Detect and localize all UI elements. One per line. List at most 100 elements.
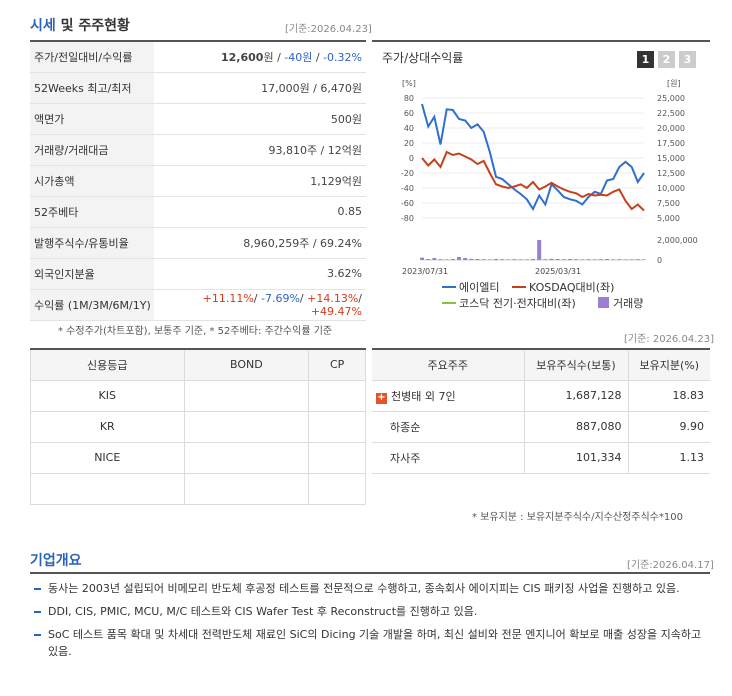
volume-bar <box>623 259 628 260</box>
bullet-dash-icon <box>34 588 41 590</box>
volume-bar <box>629 259 634 260</box>
holder-name[interactable]: + 천병태 외 7인 <box>372 380 525 412</box>
series-line-1 <box>421 150 645 212</box>
volume-bar <box>494 259 498 260</box>
info-row: 액면가 500원 <box>30 103 366 135</box>
info-label: 수익률 (1M/3M/6M/1Y) <box>30 289 154 321</box>
volume-bar <box>438 259 443 260</box>
rating-cell: KIS <box>30 379 185 412</box>
volume-bar <box>580 259 585 260</box>
info-value: 12,600원 / -40원 / -0.32% <box>154 40 366 73</box>
holder-name: 자사주 <box>372 442 525 474</box>
volume-bar <box>543 259 548 260</box>
holder-name: 하종순 <box>372 411 525 443</box>
x-tick-label: 2025/03/31 <box>535 267 581 276</box>
info-row: 52Weeks 최고/최저 17,000원 / 6,470원 <box>30 72 366 104</box>
right-tick-label: 12,500 <box>657 169 685 178</box>
overview-item: SoC 테스트 품목 확대 및 차세대 전력반도체 재료인 SiC의 Dicin… <box>30 626 710 660</box>
left-unit-label: [%] <box>402 79 416 88</box>
rating-row: NICE <box>30 441 366 474</box>
rating-cell <box>308 410 366 443</box>
rating-cell <box>183 441 310 474</box>
rating-header: 신용등급 <box>30 348 185 381</box>
legend-label: KOSDAQ대비(좌) <box>529 281 614 294</box>
volume-tick-label: 2,000,000 <box>657 236 698 245</box>
left-tick-label: 20 <box>404 139 414 148</box>
overview-title: 기업개요 <box>30 553 82 569</box>
holders-note: * 보유지분 : 보유지분주식수/지수산정주식수*100 <box>472 512 683 523</box>
info-value: 3.62% <box>154 258 366 290</box>
rating-cell <box>183 472 310 505</box>
bullet-dash-icon <box>34 634 41 636</box>
holders-row: 하종순 887,080 9.90 <box>372 411 710 443</box>
chart-page-1-button[interactable]: 1 <box>637 51 654 68</box>
volume-bar <box>463 258 468 260</box>
info-value: 17,000원 / 6,470원 <box>154 72 366 104</box>
volume-bar <box>420 257 424 260</box>
holders-header: 보유지분(%) <box>628 348 710 381</box>
info-label: 52Weeks 최고/최저 <box>30 72 154 104</box>
left-tick-label: 80 <box>404 94 414 103</box>
legend-label: 에이엘티 <box>459 281 499 294</box>
right-tick-label: 5,000 <box>657 214 680 223</box>
volume-bar <box>568 259 572 260</box>
volume-bar <box>635 259 640 260</box>
info-label: 주가/전일대비/수익률 <box>30 40 154 73</box>
volume-bar <box>426 259 431 260</box>
volume-bar <box>432 258 437 260</box>
relative-return-chart: [%] [원] 80 25,000 60 22,500 40 20,000 20 17,500 0 1… <box>401 79 698 310</box>
volume-bar <box>469 258 474 260</box>
info-row: 시가총액 1,129억원 <box>30 165 366 197</box>
holder-pct: 18.83 <box>628 380 710 412</box>
right-tick-label: 15,000 <box>657 154 685 163</box>
info-label: 시가총액 <box>30 165 154 197</box>
volume-bar <box>506 259 511 260</box>
credit-rating-table: 신용등급 BOND CP KIS KR NICE <box>30 348 366 505</box>
volume-bar <box>592 259 597 260</box>
volume-bar <box>444 259 449 260</box>
rating-cell <box>183 379 310 412</box>
left-tick-label: 60 <box>404 109 414 118</box>
volume-bar <box>561 259 566 260</box>
section-title-rest: 및 주주현황 <box>55 18 130 34</box>
right-unit-label: [원] <box>667 79 681 88</box>
info-label: 발행주식수/유통비율 <box>30 227 154 259</box>
rating-header: BOND <box>183 348 310 381</box>
volume-bar <box>574 259 579 260</box>
rating-row <box>30 472 366 505</box>
price-info-table: 주가/전일대비/수익률 12,600원 / -40원 / -0.32% 52Week… <box>30 40 366 321</box>
rating-header: CP <box>308 348 366 381</box>
holders-row: + 천병태 외 7인 1,687,128 18.83 <box>372 380 710 412</box>
legend-swatch <box>598 297 609 308</box>
bullet-dash-icon <box>34 611 41 613</box>
volume-bar <box>555 259 560 260</box>
right-tick-label: 20,000 <box>657 124 685 133</box>
left-tick-label: -40 <box>401 184 414 193</box>
info-note: * 수정주가(차트포함), 보통주 기준, * 52주베타: 주간수익률 기준 <box>58 326 333 337</box>
holder-shares: 887,080 <box>524 411 629 443</box>
info-row: 거래량/거래대금 93,810주 / 12억원 <box>30 134 366 166</box>
holders-header: 주요주주 <box>372 348 525 381</box>
legend-label: 거래량 <box>613 297 643 310</box>
chart-page-2-button[interactable]: 2 <box>658 51 675 68</box>
volume-bar <box>537 240 542 260</box>
holders-stamp: [기준: 2026.04.23] <box>624 334 715 345</box>
volume-bar <box>481 259 486 260</box>
chart-page-3-button[interactable]: 3 <box>679 51 696 68</box>
info-value: +11.11%/ -7.69%/ +14.13%/ +49.47% <box>154 289 366 321</box>
info-row: 52주베타 0.85 <box>30 196 366 228</box>
series-line-0 <box>421 103 645 212</box>
overview-divider <box>30 572 710 574</box>
info-value: 1,129억원 <box>154 165 366 197</box>
rating-cell <box>308 441 366 474</box>
volume-bar <box>611 259 616 260</box>
info-label: 외국인지분율 <box>30 258 154 290</box>
info-row: 외국인지분율 3.62% <box>30 258 366 290</box>
right-tick-label: 17,500 <box>657 139 685 148</box>
section-title: 시세 및 주주현황 <box>30 15 130 35</box>
volume-bar <box>524 259 529 260</box>
expand-plus-icon[interactable]: + <box>376 391 387 404</box>
info-value: 93,810주 / 12억원 <box>154 134 366 166</box>
volume-bar <box>617 259 622 260</box>
